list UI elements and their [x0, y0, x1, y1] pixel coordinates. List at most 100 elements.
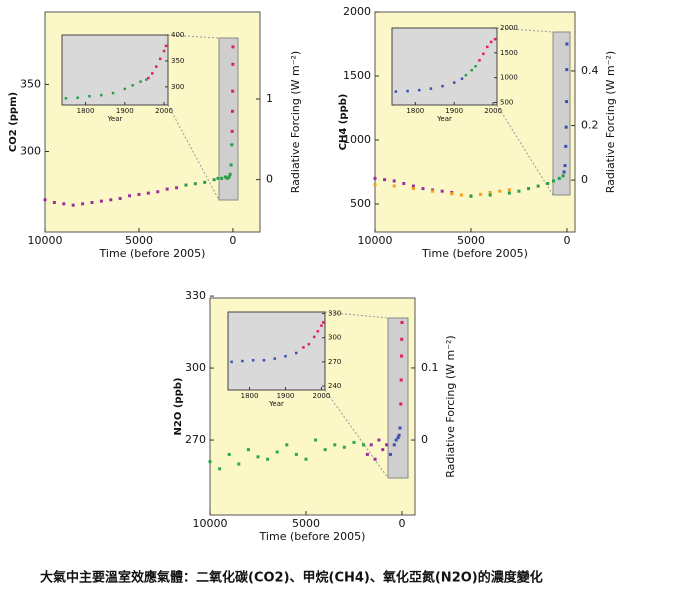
inset-point [251, 358, 255, 362]
data-point [565, 42, 569, 46]
data-point [381, 448, 385, 452]
data-point [314, 438, 318, 442]
data-point [62, 202, 66, 206]
x-axis-label: Time (before 2005) [259, 530, 366, 543]
x-tick-label: 0 [398, 517, 405, 530]
data-point [440, 189, 444, 193]
data-point [388, 452, 392, 456]
x-axis-label: Time (before 2005) [99, 247, 206, 260]
inset-x-tick-label: 1900 [445, 107, 463, 115]
inset-x-tick-label: 2000 [484, 107, 502, 115]
inset-point [321, 321, 325, 324]
data-point [402, 181, 406, 185]
data-point [546, 181, 550, 185]
inset-point [493, 37, 497, 41]
inset-x-tick-label: 1800 [406, 107, 424, 115]
data-point [237, 462, 241, 466]
data-point [377, 438, 381, 442]
data-point [231, 45, 235, 49]
connector [324, 311, 389, 319]
y-tick-label: 1000 [343, 133, 371, 146]
data-point [394, 438, 398, 442]
x-tick-label: 5000 [292, 517, 320, 530]
inset-y-tick-label: 240 [328, 382, 341, 390]
data-point [294, 452, 298, 456]
data-point [488, 190, 492, 194]
inset-point [273, 357, 276, 360]
data-point [165, 187, 169, 191]
inset-point [262, 358, 266, 362]
data-point [373, 176, 377, 180]
inset-y-tick-label: 500 [500, 99, 513, 107]
inset-point [241, 359, 244, 363]
data-point [323, 448, 327, 452]
data-point [223, 175, 227, 179]
connector [167, 104, 220, 201]
data-point [431, 189, 435, 193]
y-tick-label: 1500 [343, 69, 371, 82]
data-point [156, 190, 160, 194]
data-point [398, 426, 402, 430]
y-tick-label: 300 [185, 361, 206, 374]
data-point [208, 460, 212, 464]
inset-point [486, 45, 489, 49]
inset-y-tick-label: 400 [171, 31, 184, 39]
connector [167, 34, 220, 39]
x-tick-label: 5000 [125, 234, 153, 247]
data-point [564, 125, 568, 129]
data-point [399, 378, 403, 382]
inset-x-tick-label: 1800 [241, 392, 259, 400]
data-point [552, 179, 556, 183]
data-point [184, 183, 188, 187]
data-point [507, 191, 511, 195]
inset-point [316, 330, 320, 333]
inset-point [145, 78, 148, 81]
inset-x-tick-label: 2000 [312, 392, 330, 400]
data-point [203, 180, 207, 184]
data-point [498, 189, 502, 193]
inset-point [131, 84, 134, 87]
data-point [565, 100, 569, 104]
inset-point [312, 335, 316, 339]
recent-shade [552, 31, 571, 196]
inset-point [123, 87, 127, 91]
data-point [231, 62, 235, 66]
data-point [128, 194, 132, 198]
data-point [352, 440, 356, 444]
data-point [400, 320, 404, 324]
y2-tick-label: 0 [266, 173, 273, 186]
inset-y-tick-label: 350 [171, 57, 184, 65]
data-point [396, 436, 400, 440]
x-tick-label: 10000 [28, 234, 63, 247]
inset-point [158, 57, 162, 61]
data-point [118, 196, 122, 200]
data-point [99, 199, 103, 203]
inset-point [470, 68, 473, 72]
data-point [383, 178, 387, 182]
data-point [450, 192, 454, 196]
y-tick-label: 350 [20, 77, 41, 90]
inset-point [230, 360, 233, 364]
inset-area [227, 311, 326, 391]
data-point [228, 172, 232, 176]
inset-point [76, 96, 79, 99]
data-point [52, 200, 56, 204]
inset-point [147, 76, 150, 80]
data-point [227, 452, 231, 456]
y2-tick-label: 1 [266, 92, 273, 105]
y-tick-label: 2000 [343, 5, 371, 18]
data-point [517, 189, 521, 193]
data-point [369, 443, 373, 447]
inset-point [64, 97, 68, 100]
data-point [304, 457, 308, 461]
inset-point [489, 40, 493, 44]
inset-point [111, 91, 115, 95]
data-point [373, 457, 377, 461]
connector [496, 104, 554, 196]
inset-y-tick-label: 1500 [500, 49, 518, 57]
inset-point [478, 59, 481, 62]
data-point [216, 176, 220, 180]
data-point [527, 187, 531, 191]
y-axis-label: CH4 (ppb) [338, 94, 349, 151]
data-point [333, 443, 337, 447]
